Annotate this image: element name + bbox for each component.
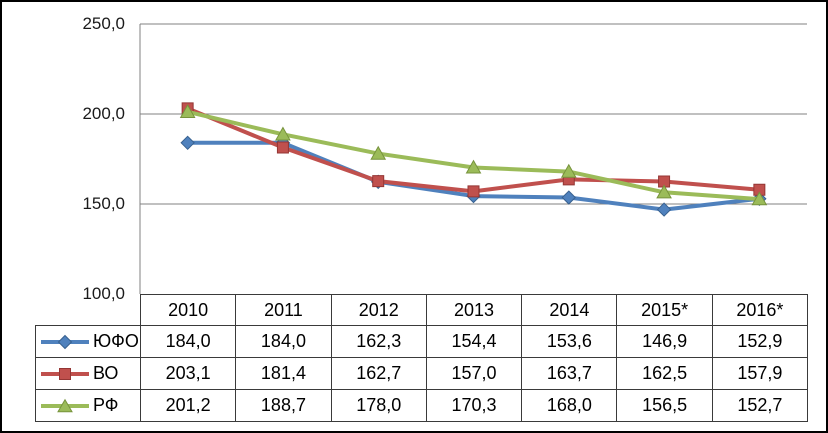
value-cell: 178,0	[330, 389, 427, 422]
triangle-marker-icon	[179, 104, 196, 118]
year-header-cell: 2010	[139, 294, 237, 326]
diamond-marker-icon	[180, 135, 195, 151]
diamond-marker-icon	[656, 202, 672, 217]
data-table: 2010 2011 2012 2013 2014 2015* 2016* ЮФО 184,0 18…	[35, 294, 808, 422]
value-cell: 168,0	[521, 389, 618, 422]
year-header-cell: 2015*	[616, 294, 713, 326]
series-line-ВО	[185, 106, 762, 194]
year-header-cell: 2011	[235, 294, 332, 326]
year-header-cell: 2016*	[711, 294, 808, 326]
legend-key-triangle-icon	[41, 398, 89, 412]
value-cell: 152,9	[711, 325, 808, 358]
year-header-cell: 2012	[330, 294, 427, 326]
triangle-marker-icon	[656, 184, 672, 199]
triangle-marker-icon	[751, 191, 768, 206]
legend-key-diamond-icon	[41, 334, 89, 349]
table-header-row: 2010 2011 2012 2013 2014 2015* 2016*	[36, 294, 808, 326]
table-row: ВО 203,1 181,4 162,7 157,0 163,7 162,5 157,9	[35, 357, 808, 390]
value-cell: 156,5	[616, 389, 713, 422]
triangle-marker-icon	[370, 145, 387, 160]
legend-cell-РФ: РФ	[35, 389, 141, 422]
square-marker-icon	[467, 185, 480, 198]
legend-key-square-icon	[41, 367, 89, 380]
triangle-marker-icon	[560, 163, 577, 178]
series-name-label: РФ	[93, 395, 119, 415]
value-cell: 162,7	[330, 357, 427, 390]
square-marker-icon	[276, 141, 289, 154]
legend-key: ЮФО	[37, 331, 140, 352]
legend-cell-ВО: ВО	[35, 357, 141, 390]
legend-key: РФ	[37, 395, 140, 416]
year-header-cell: 2013	[425, 294, 523, 326]
value-cell: 157,9	[711, 357, 808, 390]
diamond-marker-icon	[561, 190, 576, 205]
value-cell: 146,9	[616, 325, 713, 358]
legend-cell-ЮФО: ЮФО	[35, 325, 141, 358]
value-cell: 152,7	[711, 389, 808, 422]
year-header-cell: 2014	[521, 294, 618, 326]
value-cell: 170,3	[425, 389, 523, 422]
value-cell: 163,7	[521, 357, 618, 390]
value-cell: 157,0	[425, 357, 523, 390]
value-cell: 201,2	[139, 389, 237, 422]
value-cell: 153,6	[521, 325, 618, 358]
table-row: ЮФО 184,0 184,0 162,3 154,4 153,6 146,9 152,9	[35, 325, 808, 358]
triangle-marker-icon	[275, 126, 291, 141]
value-cell: 181,4	[235, 357, 332, 390]
value-cell: 184,0	[235, 325, 332, 358]
value-cell: 184,0	[139, 325, 237, 358]
value-cell: 162,3	[330, 325, 427, 358]
square-marker-icon	[753, 183, 766, 196]
y-axis-label: 150,0	[82, 194, 125, 213]
y-axis-label: 200,0	[82, 104, 125, 123]
table-row: РФ 201,2 188,7 178,0 170,3 168,0 156,5 152,7	[35, 389, 808, 422]
triangle-marker-icon	[465, 159, 482, 174]
y-axis-label: 250,0	[82, 14, 125, 33]
value-cell: 188,7	[235, 389, 332, 422]
y-axis-label: 100,0	[82, 284, 125, 303]
square-marker-icon	[372, 175, 385, 188]
legend-key: ВО	[37, 363, 140, 384]
corner-blank-cell	[36, 295, 141, 326]
square-marker-icon	[658, 175, 671, 188]
series-name-label: ВО	[93, 363, 119, 383]
series-name-label: ЮФО	[93, 331, 139, 351]
value-cell: 154,4	[425, 325, 523, 358]
value-cell: 203,1	[139, 357, 237, 390]
value-cell: 162,5	[616, 357, 713, 390]
